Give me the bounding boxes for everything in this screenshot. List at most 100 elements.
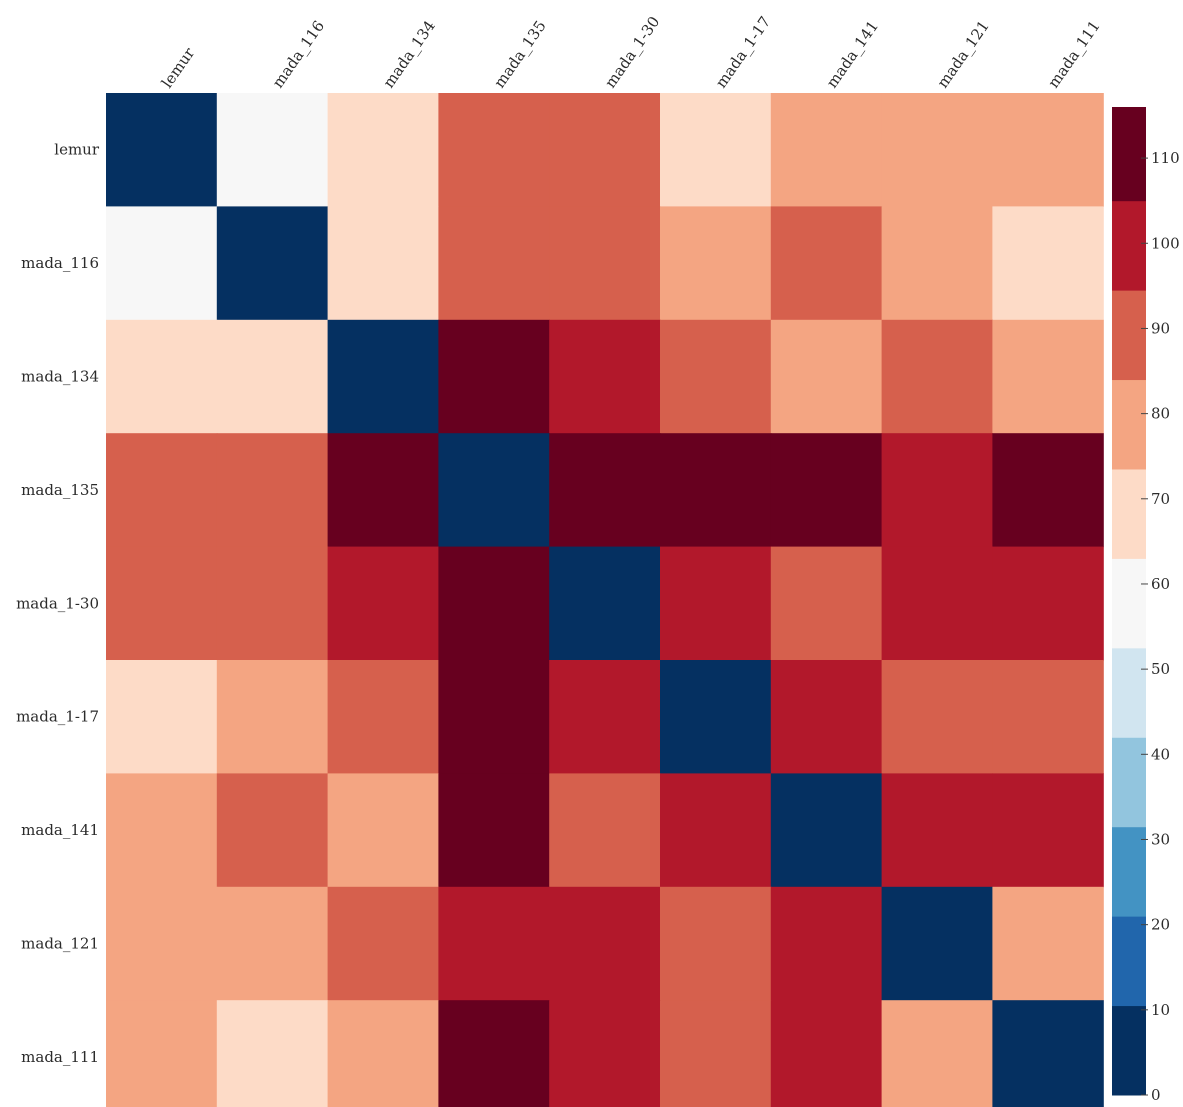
heatmap-cell [770,773,883,888]
heatmap-cell [881,319,993,434]
colorbar-tick-label: 20 [1151,916,1170,934]
colorbar-tick-label: 50 [1151,660,1170,678]
heatmap-cell [660,546,772,661]
heatmap-cell [549,319,661,434]
colorbar-tick-label: 10 [1151,1001,1170,1019]
heatmap-cell [660,206,772,321]
row-label: mada_1-30 [16,594,99,612]
heatmap-cell [770,1000,883,1107]
heatmap-cell [549,660,661,774]
heatmap-cell [992,1000,1104,1107]
heatmap-cell [438,433,550,548]
heatmap-cell [106,433,218,548]
column-label: mada_1-30 [601,13,663,91]
column-label: mada_135 [490,17,549,91]
colorbar-segment [1112,379,1146,470]
column-label: mada_121 [934,17,993,91]
heatmap-cell [438,319,550,434]
row-label: lemur [54,141,100,159]
heatmap-cell [549,546,661,661]
heatmap-cell [549,433,661,548]
colorbar-tick-label: 110 [1151,149,1180,167]
heatmap-cell [992,319,1104,434]
heatmap-cell [216,660,329,774]
colorbar-segment [1112,107,1146,202]
heatmap-cell [106,660,218,774]
heatmap-cell [770,206,883,321]
heatmap-cell [106,319,218,434]
colorbar-tick-label: 40 [1151,745,1170,763]
heatmap-cell [438,1000,550,1107]
heatmap-cell [660,433,772,548]
heatmap-cell [770,93,883,207]
heatmap-cell [438,546,550,661]
heatmap-cell [438,886,550,1001]
colorbar-tick-label: 90 [1151,319,1170,337]
colorbar-tick-label: 100 [1151,234,1180,252]
heatmap-cell [549,886,661,1001]
column-label: mada_134 [380,17,439,91]
row-label: mada_111 [21,1048,99,1066]
heatmap-cell [106,1000,218,1107]
colorbar-tick-label: 30 [1151,830,1170,848]
heatmap-cell [106,886,218,1001]
heatmap-cell [216,206,329,321]
heatmap-cell [660,773,772,888]
heatmap-cell [660,886,772,1001]
colorbar-segment [1112,737,1146,828]
heatmap-cell [992,886,1104,1001]
colorbar-segment [1112,468,1146,559]
heatmap-cell [881,93,993,207]
heatmap-cell [992,546,1104,661]
heatmap-cell [327,433,439,548]
column-label: mada_111 [1044,17,1103,91]
heatmap-cell [327,319,439,434]
heatmap-cell [216,319,329,434]
heatmap-cell [881,660,993,774]
heatmap-cell [881,546,993,661]
colorbar-tick-label: 0 [1151,1086,1161,1104]
row-label: mada_116 [21,254,99,272]
column-label: lemur [158,44,199,92]
heatmap-cell [992,93,1104,207]
colorbar-tick-label: 60 [1151,575,1170,593]
heatmap-cell [770,433,883,548]
heatmap-cell [327,1000,439,1107]
heatmap-cell [327,206,439,321]
heatmap-cell [106,93,218,207]
row-label: mada_1-17 [16,708,99,726]
heatmap-cell [216,546,329,661]
heatmap-cell [770,546,883,661]
heatmap-cell [438,93,550,207]
column-label: mada_141 [823,17,882,91]
heatmap-cell [660,1000,772,1107]
heatmap-cell [881,773,993,888]
heatmap-cell [438,206,550,321]
colorbar-tick-label: 80 [1151,405,1170,423]
heatmap-cell [216,93,329,207]
heatmap-cell [216,433,329,548]
colorbar: 0 10 20 30 40 50 60 70 80 90 100 110 [1112,107,1180,1104]
colorbar-segment [1112,290,1146,381]
heatmap-cell [881,206,993,321]
colorbar-tick-label: 70 [1151,490,1170,508]
heatmap-cell [327,773,439,888]
heatmap-cell [992,660,1104,774]
column-labels: lemur mada_116 mada_134 mada_135 mada_1-30 ma… [158,13,1104,91]
heatmap-cell [660,319,772,434]
heatmap-cell [881,433,993,548]
heatmap-cell [438,773,550,888]
heatmap-cell [992,433,1104,548]
heatmap-cell [549,773,661,888]
heatmap-cell [881,886,993,1001]
heatmap-cell [770,886,883,1001]
heatmap-cell [992,206,1104,321]
heatmap-cell [770,660,883,774]
heatmap-cell [106,773,218,888]
colorbar-segment [1112,200,1146,291]
heatmap-cells [106,93,1104,1107]
colorbar-segment [1112,916,1146,1007]
heatmap-cell [660,93,772,207]
heatmap-cell [992,773,1104,888]
